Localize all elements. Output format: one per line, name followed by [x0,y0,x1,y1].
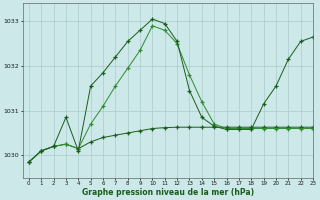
X-axis label: Graphe pression niveau de la mer (hPa): Graphe pression niveau de la mer (hPa) [82,188,254,197]
